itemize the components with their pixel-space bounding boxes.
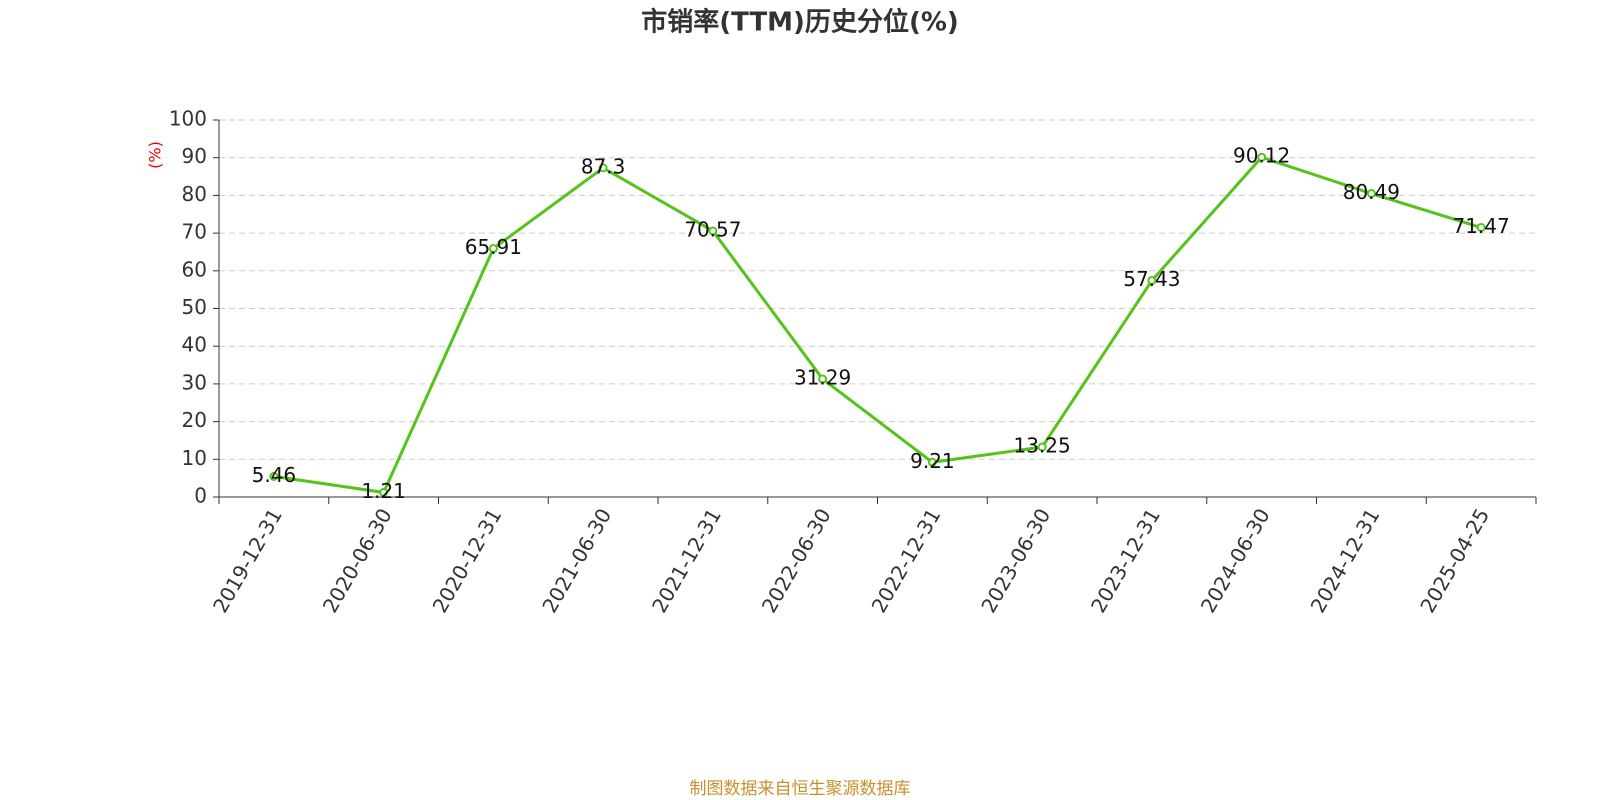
data-label: 1.21 — [361, 479, 406, 503]
data-label: 5.46 — [252, 463, 297, 487]
x-tick-label: 2023-06-30 — [976, 504, 1055, 617]
data-label: 80.49 — [1343, 180, 1400, 204]
point — [1257, 152, 1267, 162]
y-axis-label: (%) — [146, 141, 165, 169]
x-tick-label: 2024-12-31 — [1306, 504, 1385, 617]
y-tick-label: 80 — [182, 182, 207, 206]
data-label: 9.21 — [910, 449, 955, 473]
chart-title: 市销率(TTM)历史分位(%) — [641, 7, 959, 38]
source-note: 制图数据来自恒生聚源数据库 — [690, 779, 911, 799]
data-label: 65.91 — [465, 235, 522, 259]
y-tick-label: 50 — [182, 295, 207, 319]
x-tick-label: 2020-12-31 — [428, 504, 507, 617]
y-tick-label: 90 — [182, 144, 207, 168]
data-label: 13.25 — [1013, 434, 1070, 458]
point — [488, 244, 498, 254]
x-tick-label: 2022-06-30 — [757, 504, 836, 617]
point — [1147, 275, 1157, 285]
y-tick-label: 20 — [182, 408, 207, 432]
point — [927, 457, 937, 467]
y-tick-label: 100 — [169, 107, 207, 131]
point — [1037, 442, 1047, 452]
data-label: 71.47 — [1452, 214, 1509, 238]
point — [708, 226, 718, 236]
x-tick-label: 2021-12-31 — [647, 504, 726, 617]
y-tick-label: 40 — [182, 333, 207, 357]
x-tick-label: 2021-06-30 — [537, 504, 616, 617]
line — [273, 155, 1482, 495]
point — [818, 374, 828, 384]
data-label: 31.29 — [794, 366, 851, 390]
y-tick-label: 10 — [182, 446, 207, 470]
data-label: 90.12 — [1233, 144, 1290, 168]
y-tick-label: 60 — [182, 257, 207, 281]
point — [379, 487, 389, 497]
data-label: 70.57 — [684, 217, 741, 241]
y-tick-label: 0 — [194, 484, 207, 508]
x-tick-label: 2024-06-30 — [1196, 504, 1275, 617]
data-label: 87.3 — [581, 154, 626, 178]
point — [1366, 189, 1376, 199]
x-tick-label: 2023-12-31 — [1086, 504, 1165, 617]
point — [1476, 223, 1486, 233]
x-tick-label: 2025-04-25 — [1415, 504, 1494, 617]
x-tick-label: 2020-06-30 — [318, 504, 397, 617]
y-tick-label: 70 — [182, 220, 207, 244]
data-label: 57.43 — [1123, 267, 1180, 291]
y-tick-label: 30 — [182, 370, 207, 394]
point — [598, 163, 608, 173]
x-tick-label: 2022-12-31 — [867, 504, 946, 617]
x-tick-label: 2019-12-31 — [208, 504, 287, 617]
point — [269, 471, 279, 481]
